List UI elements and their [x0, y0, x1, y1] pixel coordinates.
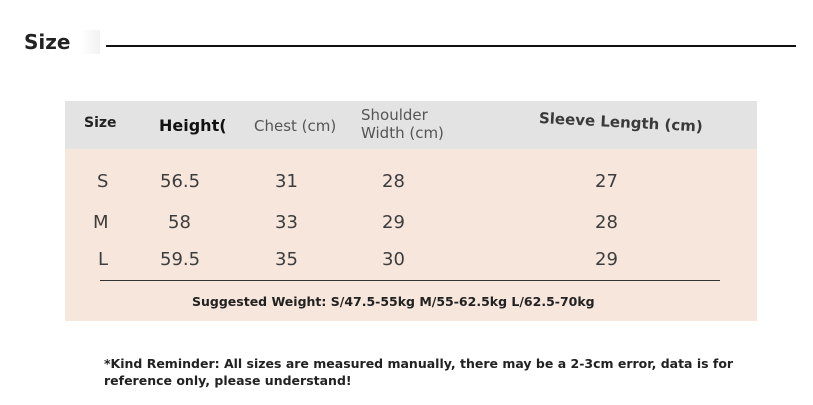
- row-s-chest: 31: [275, 171, 298, 192]
- row-s-size: S: [97, 171, 109, 192]
- row-l-height: 59.5: [160, 249, 201, 270]
- header-sleeve-length: Sleeve Length (cm): [538, 109, 704, 136]
- suggested-weight: Suggested Weight: S/47.5-55kg M/55-62.5k…: [192, 294, 595, 309]
- row-s-height: 56.5: [160, 171, 201, 192]
- title-divider: [106, 45, 796, 47]
- header-chest: Chest (cm): [254, 117, 337, 135]
- header-shoulder-line2: Width (cm): [361, 124, 444, 142]
- row-l-sleeve: 29: [595, 249, 618, 270]
- size-table: Size Height( Chest (cm) Shoulder Width (…: [65, 101, 757, 321]
- row-m-chest: 33: [275, 212, 298, 233]
- row-s-sleeve: 27: [595, 171, 618, 192]
- reminder-line-1: *Kind Reminder: All sizes are measured m…: [104, 356, 734, 371]
- row-m-shoulder: 29: [382, 212, 405, 233]
- row-m-sleeve: 28: [595, 212, 618, 233]
- header-shoulder-line1: Shoulder: [361, 106, 428, 124]
- table-bottom-rule: [100, 280, 720, 281]
- row-s-shoulder: 28: [382, 171, 405, 192]
- header-height: Height(: [159, 116, 227, 135]
- reminder-line-2: reference only, please understand!: [104, 373, 352, 388]
- table-header: Size Height( Chest (cm) Shoulder Width (…: [65, 101, 757, 149]
- row-m-height: 58: [168, 212, 191, 233]
- row-m-size: M: [93, 212, 109, 233]
- header-size: Size: [84, 115, 117, 131]
- row-l-shoulder: 30: [382, 249, 405, 270]
- row-l-size: L: [98, 249, 109, 270]
- header-shoulder: Shoulder Width (cm): [361, 106, 444, 142]
- row-l-chest: 35: [275, 249, 298, 270]
- kind-reminder: *Kind Reminder: All sizes are measured m…: [104, 355, 744, 389]
- page-title: Size: [24, 30, 101, 54]
